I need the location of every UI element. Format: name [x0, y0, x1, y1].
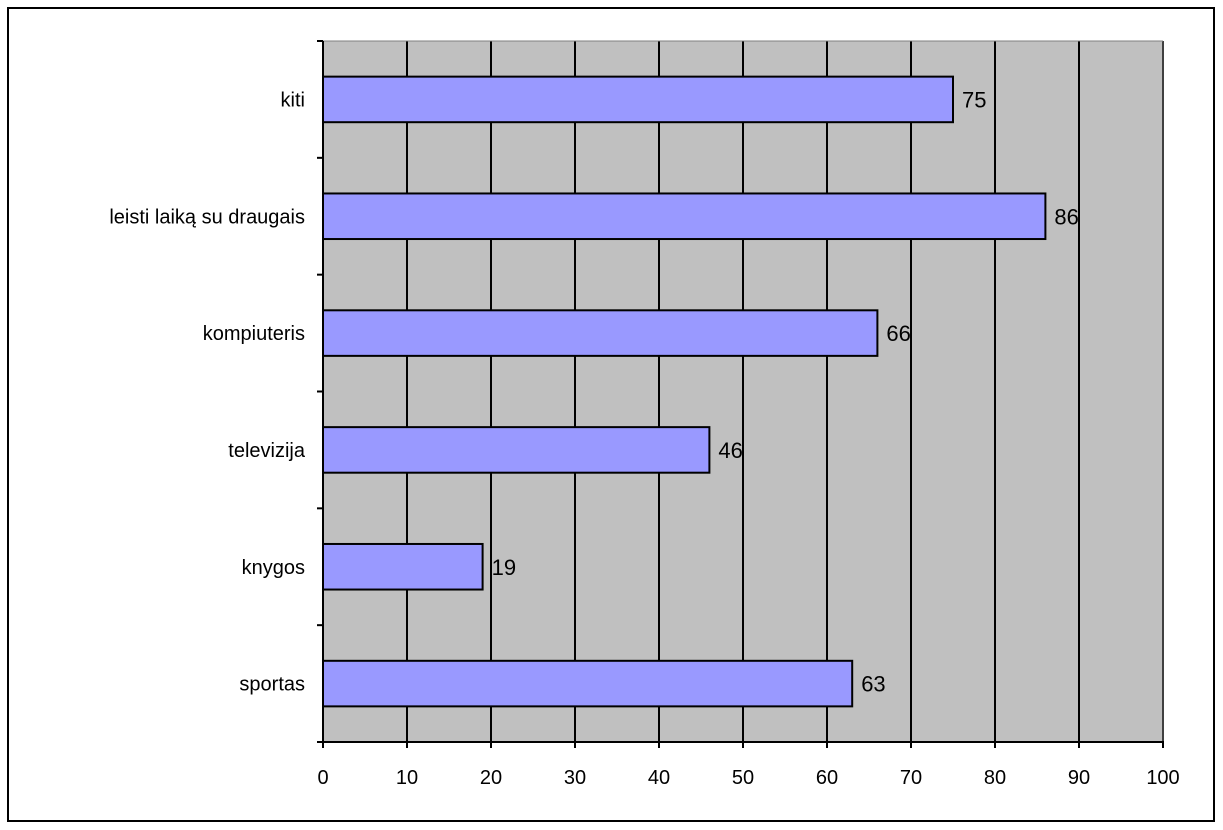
axes	[317, 40, 1164, 748]
x-tick-label-100: 100	[1146, 767, 1179, 789]
category-label-1: sportas	[239, 674, 305, 696]
x-tick-label-50: 50	[732, 767, 754, 789]
bar-2	[322, 542, 484, 591]
data-label-3: 46	[718, 438, 742, 463]
data-label-1: 63	[861, 672, 885, 697]
data-label-5: 86	[1054, 204, 1078, 229]
data-label-4: 66	[886, 321, 910, 346]
x-tick-labels: 0 10 20 30 40 50 60 70 80 90 100	[317, 767, 1179, 789]
x-tick-label-80: 80	[984, 767, 1006, 789]
category-label-2: knygos	[242, 557, 305, 579]
bar-3	[322, 426, 711, 474]
bar-5	[322, 192, 1047, 241]
x-tick-label-10: 10	[396, 767, 418, 789]
category-label-3: televizija	[228, 440, 306, 462]
category-label-4: kompiuteris	[203, 323, 305, 345]
x-tick-label-40: 40	[648, 767, 670, 789]
data-labels: 63 19 46 66 86 75	[492, 87, 1079, 696]
x-tick-label-0: 0	[317, 767, 328, 789]
data-label-6: 75	[962, 87, 986, 112]
x-tick-label-90: 90	[1068, 767, 1090, 789]
bar-4	[322, 309, 879, 357]
x-tick-label-30: 30	[564, 767, 586, 789]
bar-1	[322, 659, 854, 708]
x-tick-label-20: 20	[480, 767, 502, 789]
y-category-labels: sportas knygos televizija kompiuteris leisti…	[109, 89, 306, 695]
bar-6	[322, 75, 954, 124]
data-label-2: 19	[492, 555, 516, 580]
x-tick-label-70: 70	[900, 767, 922, 789]
category-label-6: kiti	[281, 89, 305, 111]
category-label-5: leisti laiką su draugais	[109, 206, 305, 228]
x-tick-label-60: 60	[816, 767, 838, 789]
